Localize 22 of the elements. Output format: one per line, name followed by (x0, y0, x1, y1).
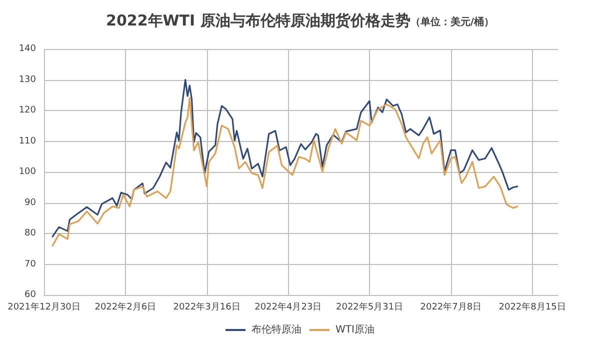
x-tick-label: 2022年5月31日 (336, 302, 404, 312)
x-tick-label: 2022年4月23日 (254, 302, 322, 312)
y-tick-label: 130 (18, 74, 36, 85)
y-tick-label: 140 (18, 44, 36, 54)
y-tick-label: 120 (18, 106, 36, 116)
chart-title: 2022年WTI 原油与布伦特原油期货价格走势 (106, 12, 410, 30)
y-tick-label: 70 (24, 259, 36, 270)
x-tick-label: 2022年2月6日 (94, 302, 156, 312)
line-series (52, 97, 518, 247)
y-tick-label: 80 (24, 228, 36, 238)
x-tick-label: 2022年8月15日 (498, 302, 566, 312)
y-tick-label: 90 (24, 198, 36, 208)
y-tick-label: 60 (24, 290, 36, 300)
x-tick-label: 2021年12月30日 (8, 302, 80, 312)
y-tick-label: 110 (18, 136, 36, 146)
line-series (52, 78, 518, 238)
x-tick-label: 2022年7月8日 (420, 302, 482, 312)
x-tick-label: 2022年3月16日 (173, 302, 240, 312)
chart-subtitle: （单位：美元/桶） (410, 16, 494, 28)
legend-label: 布伦特原油 (252, 324, 302, 336)
legend-label: WTI原油 (336, 324, 374, 336)
y-tick-label: 100 (18, 167, 36, 177)
